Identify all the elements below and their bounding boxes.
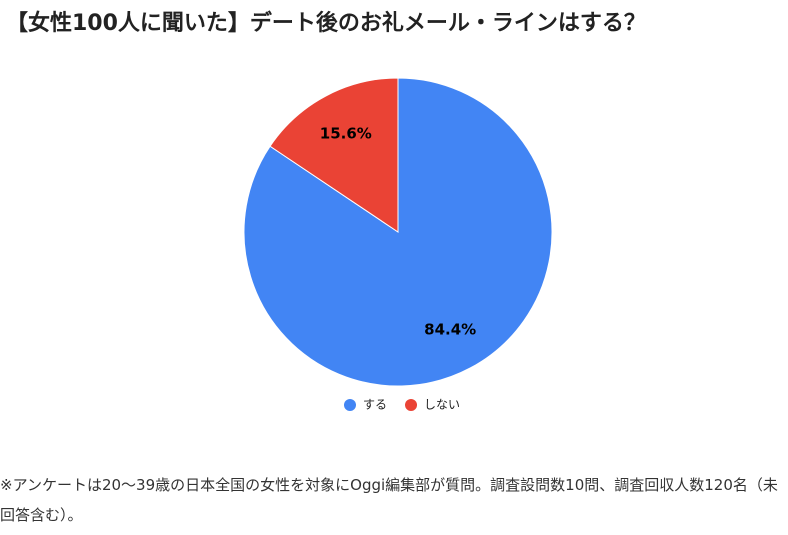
legend-label: しない (424, 398, 460, 412)
value-label: 84.4% (424, 320, 476, 338)
legend-marker (344, 399, 356, 411)
chart-title: 【女性100人に聞いた】デート後のお礼メール・ラインはする？ (6, 10, 646, 36)
legend-marker (405, 399, 418, 411)
legend-label: する (363, 398, 387, 412)
value-label: 15.6% (320, 125, 372, 143)
pie-slice (269, 77, 399, 233)
footnote: ※アンケートは20〜39歳の日本全国の女性を対象にOggi編集部が質問。調査設問… (0, 476, 778, 524)
chart: 【女性100人に聞いた】デート後のお礼メール・ラインはする？ 84.4% 15.6… (6, 10, 646, 412)
